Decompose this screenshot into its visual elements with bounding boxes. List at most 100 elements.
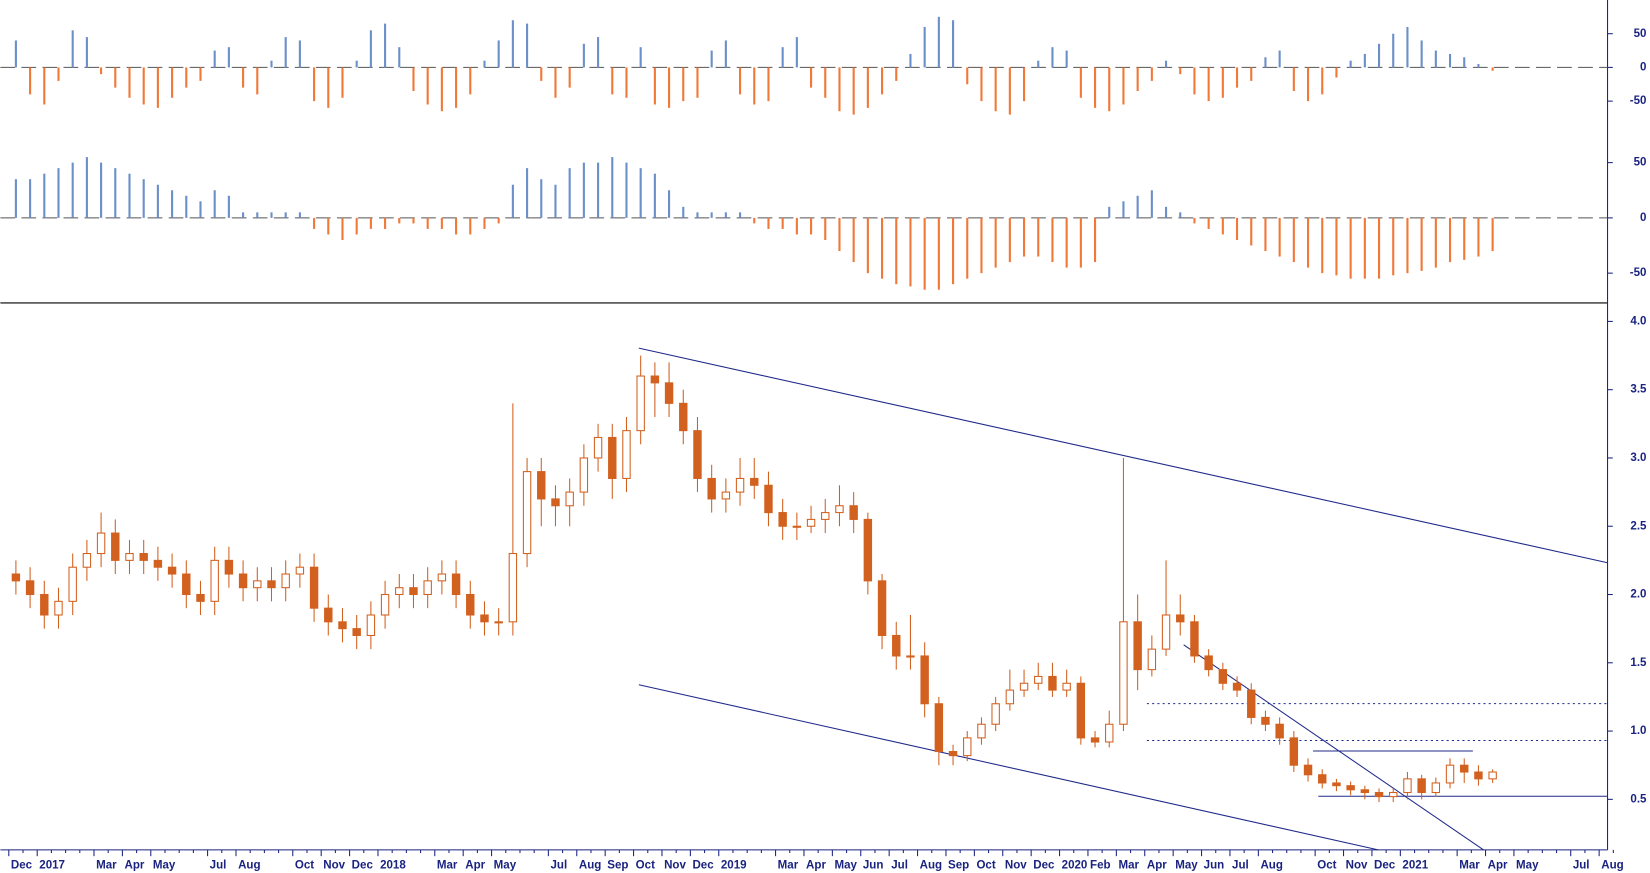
bar bbox=[1349, 60, 1352, 68]
bar bbox=[1122, 201, 1125, 218]
bar bbox=[639, 47, 642, 68]
bar bbox=[838, 67, 841, 112]
bar bbox=[341, 67, 344, 98]
candle-body bbox=[253, 580, 262, 589]
bar bbox=[923, 217, 926, 290]
bar bbox=[568, 168, 571, 218]
bar bbox=[85, 37, 88, 68]
bar bbox=[526, 168, 529, 218]
bar bbox=[1434, 50, 1437, 68]
x-tick-label: Jun bbox=[863, 860, 884, 872]
bar bbox=[810, 67, 813, 88]
candle-body bbox=[593, 436, 603, 459]
candle-body bbox=[1332, 782, 1341, 787]
bar bbox=[1108, 67, 1111, 112]
x-tick-label: Jul bbox=[210, 860, 227, 872]
bar bbox=[483, 217, 486, 229]
candle-body bbox=[494, 621, 503, 624]
bar bbox=[114, 67, 117, 88]
bar bbox=[100, 162, 103, 218]
bar bbox=[384, 217, 387, 229]
bar bbox=[327, 67, 330, 108]
candle-body bbox=[721, 491, 731, 500]
candle-body bbox=[466, 593, 475, 616]
y-tick-label: -50 bbox=[1630, 95, 1647, 107]
bar bbox=[298, 40, 301, 68]
candle-body bbox=[664, 382, 674, 404]
candle-body bbox=[636, 375, 645, 432]
bar bbox=[1377, 217, 1381, 279]
candle-body bbox=[210, 559, 219, 602]
x-tick-label: Dec bbox=[692, 860, 714, 872]
bar bbox=[85, 157, 88, 218]
bar bbox=[1221, 67, 1224, 98]
candle-body bbox=[423, 580, 432, 596]
candle-body bbox=[125, 553, 134, 561]
bar bbox=[1321, 67, 1324, 95]
candle-body bbox=[409, 587, 418, 596]
y-tick-label: 2.0 bbox=[1630, 589, 1646, 601]
candle-body bbox=[806, 518, 816, 527]
candle-body bbox=[167, 566, 177, 575]
bar bbox=[810, 217, 813, 235]
bar bbox=[270, 212, 273, 218]
candle-body bbox=[679, 402, 688, 432]
bar bbox=[795, 37, 798, 68]
candle-body bbox=[1431, 782, 1441, 794]
bar bbox=[313, 67, 316, 102]
bar bbox=[724, 212, 727, 218]
candle-body bbox=[224, 559, 234, 575]
bar bbox=[866, 217, 869, 274]
candle-body bbox=[380, 593, 390, 616]
x-tick-label: Mar bbox=[778, 860, 799, 872]
bar bbox=[724, 40, 727, 68]
bar bbox=[142, 179, 145, 218]
bar bbox=[156, 67, 159, 108]
bar bbox=[795, 217, 798, 235]
bar bbox=[242, 67, 245, 88]
candle-body bbox=[1261, 716, 1270, 725]
bar bbox=[227, 47, 230, 68]
candle-body bbox=[579, 457, 589, 493]
bar bbox=[1164, 60, 1168, 68]
bar bbox=[398, 47, 401, 68]
candle-body bbox=[1403, 778, 1412, 794]
candle-body bbox=[977, 723, 986, 739]
bar bbox=[909, 53, 912, 68]
bar bbox=[284, 37, 287, 68]
candle-body bbox=[352, 628, 361, 637]
x-tick-label: Mar bbox=[437, 860, 458, 872]
candle-body bbox=[1019, 682, 1029, 691]
bar bbox=[199, 67, 202, 81]
bar bbox=[440, 217, 443, 229]
bar bbox=[682, 206, 685, 218]
bar bbox=[540, 179, 543, 218]
x-tick-label: Aug bbox=[920, 860, 942, 872]
candle-body bbox=[1204, 655, 1213, 671]
bar bbox=[1491, 67, 1494, 71]
candle-body bbox=[1190, 621, 1199, 657]
bar bbox=[128, 67, 131, 98]
x-tick-label: 2017 bbox=[39, 860, 65, 872]
bar bbox=[156, 184, 159, 218]
candle-body bbox=[650, 375, 660, 384]
candle-body bbox=[835, 505, 844, 514]
bar bbox=[696, 212, 699, 218]
x-tick-label: 2020 bbox=[1062, 860, 1088, 872]
candle-body bbox=[309, 566, 319, 609]
bar bbox=[1463, 217, 1466, 260]
x-tick-label: Jul bbox=[1573, 860, 1590, 872]
bar bbox=[171, 190, 174, 218]
trendline bbox=[638, 347, 1608, 564]
x-tick-label: May bbox=[494, 860, 517, 872]
bar bbox=[369, 217, 372, 229]
bar bbox=[483, 60, 486, 68]
bar bbox=[455, 67, 458, 108]
bar bbox=[597, 37, 600, 68]
bar bbox=[1065, 50, 1068, 68]
candle-body bbox=[281, 573, 290, 589]
bar bbox=[824, 67, 827, 98]
bar bbox=[1079, 217, 1082, 268]
candle-body bbox=[238, 573, 248, 589]
x-tick-label: 2021 bbox=[1402, 860, 1428, 872]
